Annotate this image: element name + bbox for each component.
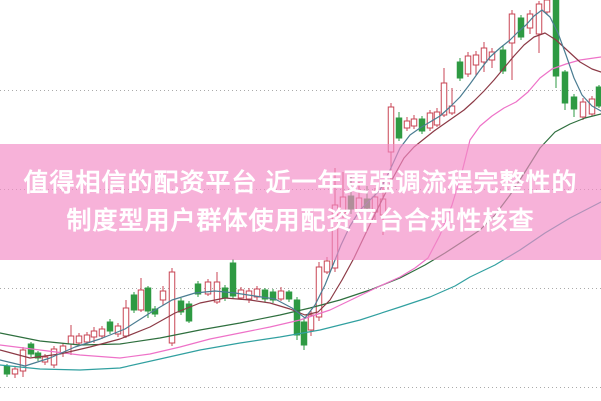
candle-down <box>269 291 277 301</box>
candle-up <box>277 290 285 300</box>
candle-down <box>221 287 229 299</box>
candle-up <box>98 328 106 337</box>
candle-up <box>168 271 176 344</box>
candle-up <box>122 307 130 337</box>
promo-text-banner: 值得相信的配资平台 近一年更强调流程完整性的 制度型用户群体使用配资平台合规性核… <box>0 144 601 260</box>
candle-down <box>395 117 403 139</box>
candle-up <box>472 54 480 66</box>
banner-text-line-1: 值得相信的配资平台 近一年更强调流程完整性的 <box>23 169 578 197</box>
candle-down <box>561 71 569 104</box>
candle-up <box>433 111 441 126</box>
candle-down <box>595 86 601 107</box>
candle-down <box>106 321 114 332</box>
candle-down <box>285 291 293 300</box>
candle-up <box>448 105 456 114</box>
candle-up <box>67 335 75 345</box>
candle-up <box>137 289 145 311</box>
candle-up <box>535 3 543 35</box>
candle-up <box>204 281 212 295</box>
candle-up <box>410 118 418 127</box>
candle-up <box>75 335 83 344</box>
candle-down <box>185 303 193 322</box>
candle-down <box>499 49 507 72</box>
ma-pink-line <box>0 56 601 359</box>
candle-down <box>293 299 301 336</box>
candle-down <box>144 287 152 312</box>
candle-up <box>480 47 488 63</box>
candle-up <box>307 314 315 331</box>
candle-up <box>114 325 122 335</box>
candle-up <box>464 55 472 75</box>
candle-down <box>552 0 560 77</box>
candle-up <box>440 82 448 116</box>
candle-up <box>543 0 551 13</box>
candle-down <box>570 96 578 110</box>
candle-up <box>90 330 98 338</box>
candle-down <box>229 262 237 297</box>
candle-up <box>83 334 91 343</box>
candle-up <box>11 368 19 375</box>
candle-down <box>194 283 202 295</box>
candle-down <box>456 61 464 79</box>
banner-text-line-2: 制度型用户群体使用配资平台合规性核查 <box>66 207 535 235</box>
candle-down <box>3 365 11 375</box>
candle-down <box>130 294 138 311</box>
candle-up <box>579 101 587 118</box>
candle-up <box>403 120 411 129</box>
candle-down <box>261 289 269 300</box>
candle-up <box>19 349 27 372</box>
candle-up <box>159 290 167 301</box>
candle-up <box>323 260 331 273</box>
candle-down <box>34 352 42 359</box>
candle-down <box>177 300 185 313</box>
candle-up <box>508 13 516 44</box>
candle-up <box>253 288 261 298</box>
